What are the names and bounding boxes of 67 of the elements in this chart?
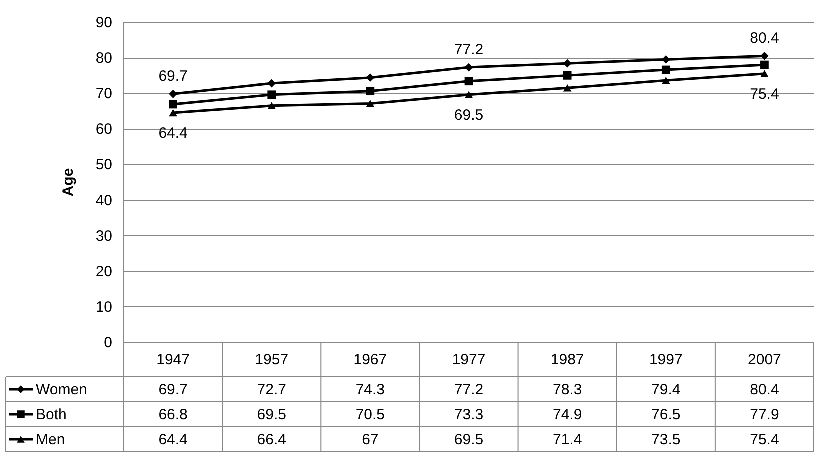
data-label: 69.5 <box>257 406 286 424</box>
y-tick-label: 80 <box>96 50 112 68</box>
y-tick-label: 30 <box>96 228 112 245</box>
y-tick-label: 10 <box>96 298 112 316</box>
data-label: 76.5 <box>652 406 681 424</box>
data-label: 80.4 <box>750 382 780 398</box>
data-label: 77.2 <box>454 382 484 398</box>
x-tick-label: 1967 <box>354 352 388 368</box>
data-label: 77.9 <box>750 406 780 424</box>
data-label: 64.4 <box>158 432 188 448</box>
legend-label: Men <box>36 432 66 448</box>
y-tick-label: 20 <box>96 263 112 280</box>
data-label: 74.3 <box>356 382 386 398</box>
y-tick-label: 40 <box>96 192 112 210</box>
annotation: 64.4 <box>158 125 188 142</box>
data-label: 73.5 <box>652 432 681 448</box>
point <box>268 102 276 110</box>
point <box>169 109 178 117</box>
point <box>760 60 769 70</box>
point <box>563 72 572 80</box>
x-tick-label: 1957 <box>255 352 289 368</box>
x-tick-label: 2007 <box>748 352 782 368</box>
data-label: 66.8 <box>158 406 188 424</box>
annotation: 69.5 <box>454 106 484 124</box>
x-tick-label: 1997 <box>649 352 683 368</box>
data-label: 73.3 <box>454 406 484 424</box>
point <box>760 52 769 60</box>
data-label: 75.4 <box>750 432 780 448</box>
point <box>169 90 178 98</box>
data-label: 70.5 <box>356 406 386 424</box>
annotation: 75.4 <box>750 86 780 103</box>
y-tick-label: 70 <box>96 86 112 103</box>
data-label: 72.7 <box>257 382 286 398</box>
y-tick-label: 0 <box>104 334 112 352</box>
point <box>268 90 276 100</box>
data-label: 74.9 <box>552 406 582 424</box>
point <box>662 66 670 74</box>
point <box>464 77 474 86</box>
data-label: 78.3 <box>552 382 582 398</box>
legend-label: Women <box>36 382 88 398</box>
annotation: 69.7 <box>158 68 188 86</box>
point <box>464 63 474 72</box>
y-tick-label: 60 <box>96 121 112 138</box>
data-label: 69.7 <box>158 382 188 398</box>
point <box>662 77 670 84</box>
data-label: 69.5 <box>454 432 484 448</box>
annotation: 77.2 <box>454 42 484 59</box>
y-tick-label: 90 <box>96 14 112 32</box>
y-tick-label: 50 <box>96 156 112 174</box>
point <box>366 74 375 82</box>
legend-label: Both <box>36 406 67 424</box>
data-label: 67 <box>362 432 379 448</box>
point <box>563 84 572 92</box>
data-label: 71.4 <box>552 432 582 448</box>
data-label: 66.4 <box>257 432 286 448</box>
y-axis-title: Age <box>60 168 77 197</box>
point <box>169 100 178 109</box>
x-tick-label: 1977 <box>452 352 486 368</box>
point <box>662 56 670 64</box>
x-tick-label: 1987 <box>550 352 584 368</box>
point <box>366 87 375 96</box>
data-label: 79.4 <box>652 382 681 398</box>
point <box>366 100 375 108</box>
x-tick-label: 1947 <box>156 352 190 368</box>
point <box>760 70 769 78</box>
annotation: 80.4 <box>750 30 780 48</box>
point <box>464 91 474 99</box>
